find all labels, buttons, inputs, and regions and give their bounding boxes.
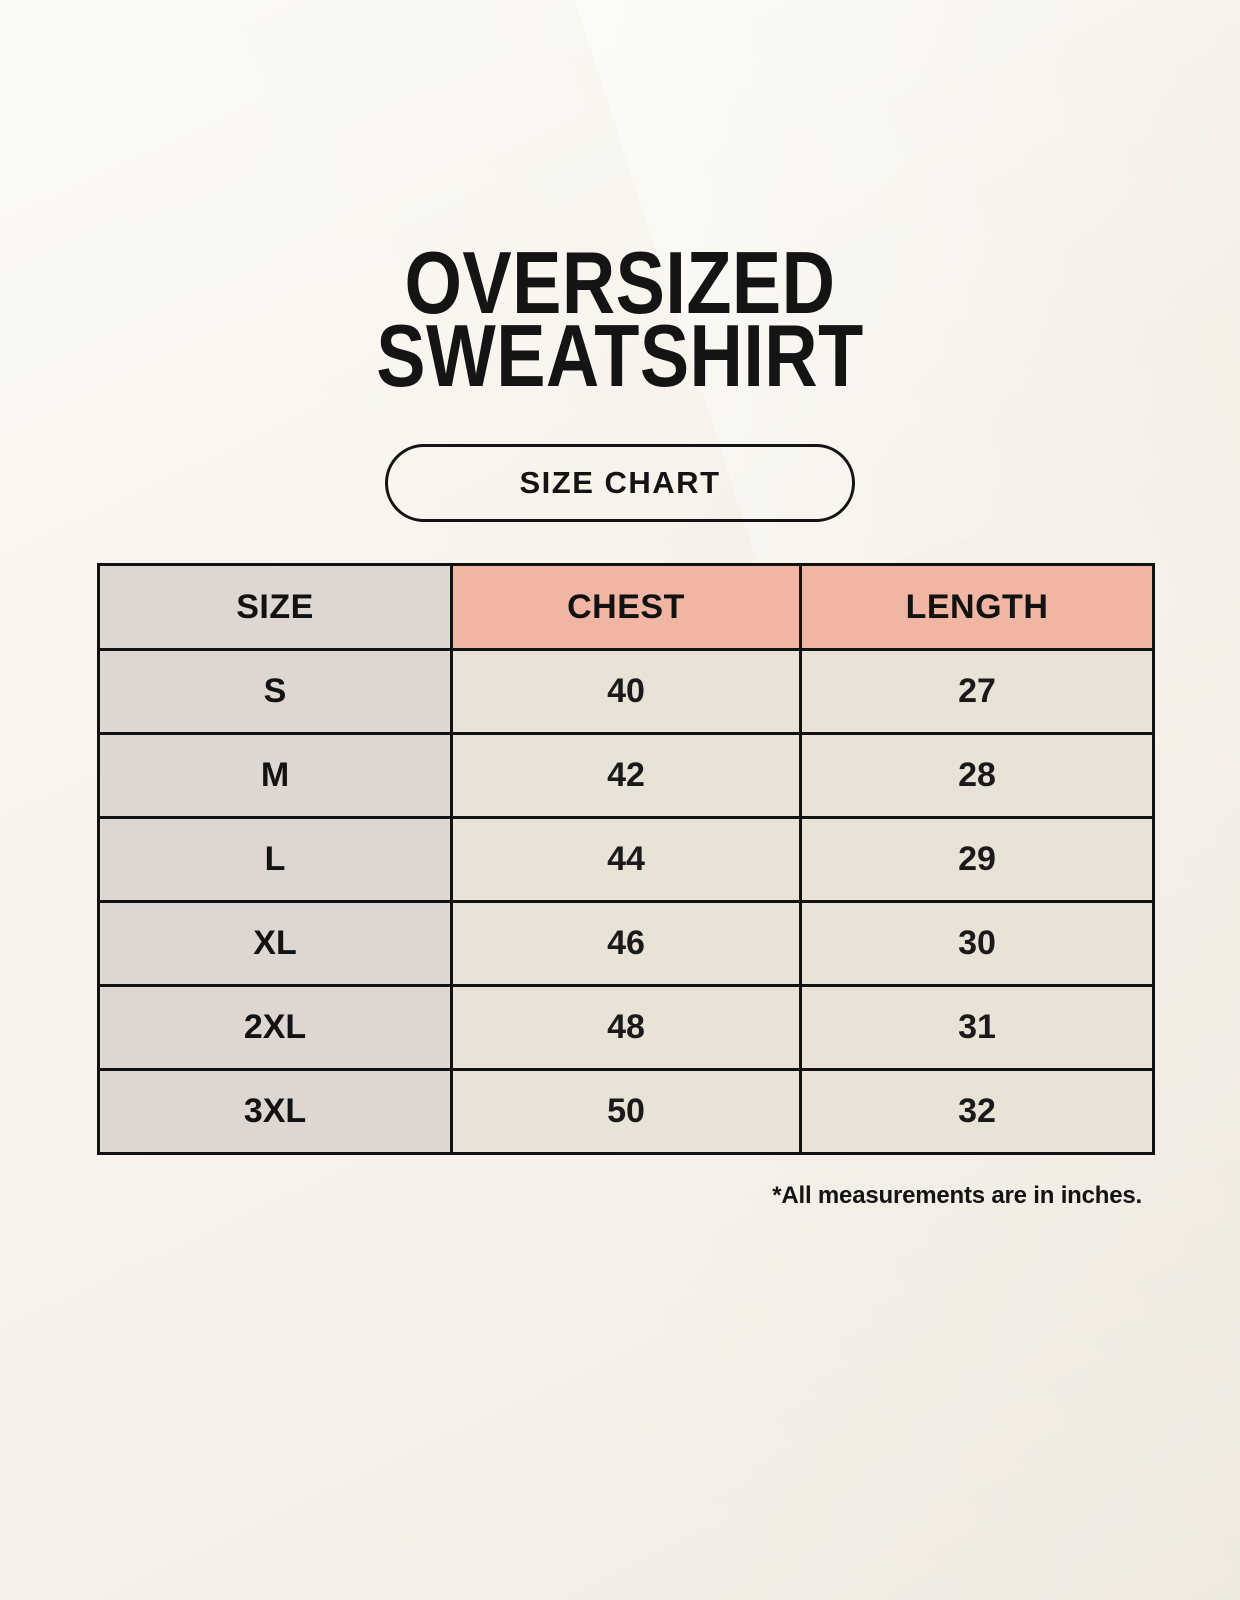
- cell-size-xl: XL: [97, 900, 453, 987]
- cell-chest-l: 44: [450, 816, 802, 903]
- cell-size-3xl: 3XL: [97, 1068, 453, 1155]
- column-header-length: LENGTH: [799, 563, 1155, 651]
- page-title: OVERSIZED SWEATSHIRT: [0, 233, 1240, 405]
- table-row-s: S 40 27: [97, 648, 1155, 735]
- cell-length-m: 28: [799, 732, 1155, 819]
- column-header-chest: CHEST: [450, 563, 802, 651]
- size-chart-table: SIZE CHEST LENGTH S 40 27 M 42 28 L 44 2…: [97, 563, 1155, 1155]
- table-row-3xl: 3XL 50 32: [97, 1068, 1155, 1155]
- cell-size-s: S: [97, 648, 453, 735]
- table-row-l: L 44 29: [97, 816, 1155, 903]
- column-header-size: SIZE: [97, 563, 453, 651]
- table-row-xl: XL 46 30: [97, 900, 1155, 987]
- size-chart-button[interactable]: SIZE CHART: [385, 444, 855, 522]
- cell-chest-2xl: 48: [450, 984, 802, 1071]
- cell-length-xl: 30: [799, 900, 1155, 987]
- cell-size-m: M: [97, 732, 453, 819]
- cell-size-2xl: 2XL: [97, 984, 453, 1071]
- cell-length-s: 27: [799, 648, 1155, 735]
- cell-length-2xl: 31: [799, 984, 1155, 1071]
- table-row-m: M 42 28: [97, 732, 1155, 819]
- cell-chest-s: 40: [450, 648, 802, 735]
- title-line-2: SWEATSHIRT: [376, 306, 864, 405]
- cell-size-l: L: [97, 816, 453, 903]
- table-header-row: SIZE CHEST LENGTH: [97, 563, 1155, 651]
- cell-chest-m: 42: [450, 732, 802, 819]
- cell-chest-3xl: 50: [450, 1068, 802, 1155]
- title-line-1: OVERSIZED: [404, 233, 836, 332]
- cell-length-l: 29: [799, 816, 1155, 903]
- measurements-note: *All measurements are in inches.: [772, 1182, 1142, 1209]
- cell-chest-xl: 46: [450, 900, 802, 987]
- cell-length-3xl: 32: [799, 1068, 1155, 1155]
- table-row-2xl: 2XL 48 31: [97, 984, 1155, 1071]
